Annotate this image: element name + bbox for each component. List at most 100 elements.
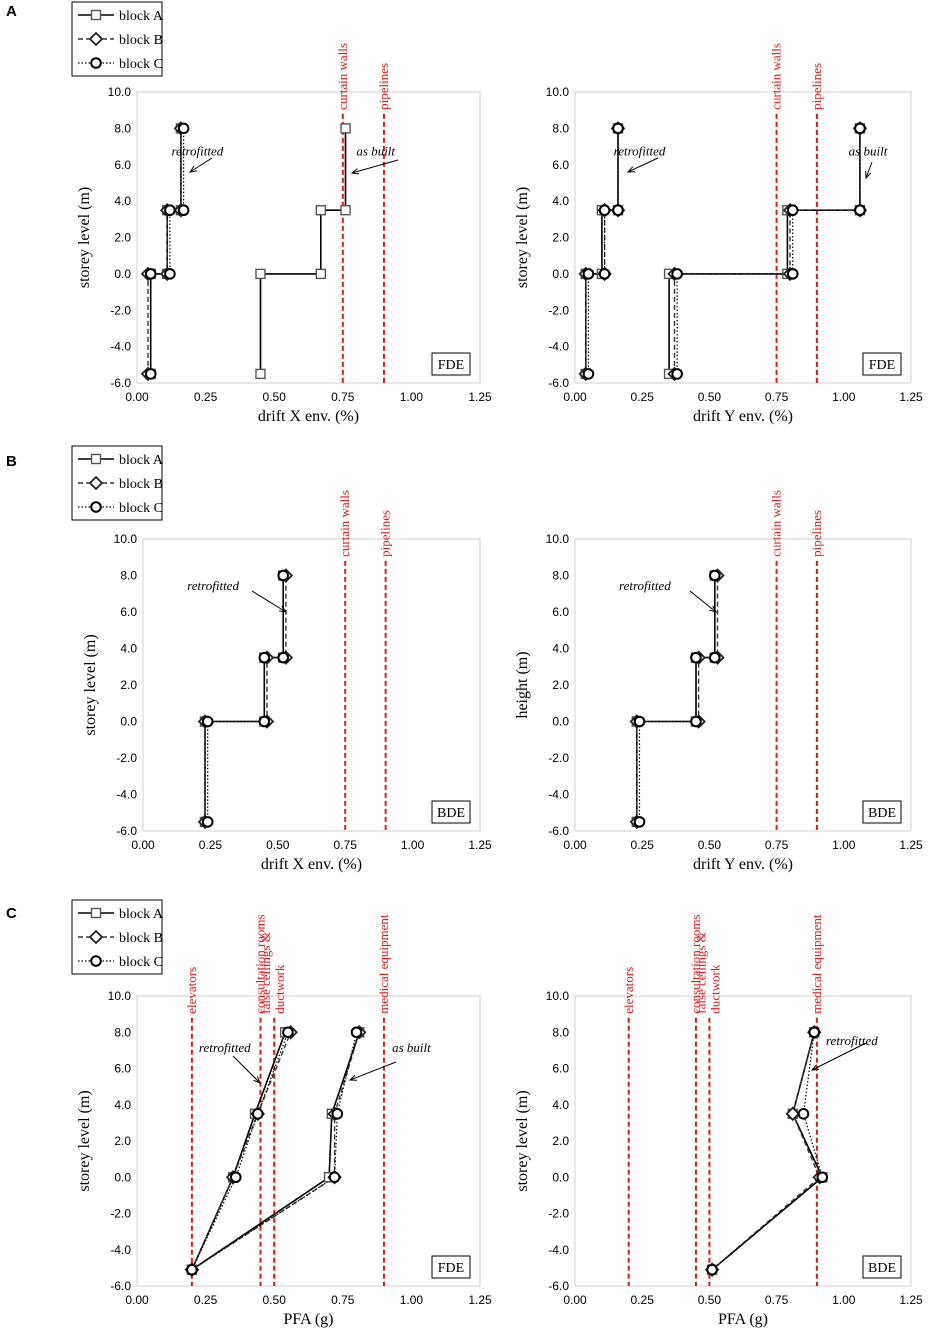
x-tick-label: 1.00: [832, 390, 856, 404]
x-tick-label: 0.75: [331, 390, 355, 404]
legend: block A block B block C: [71, 445, 164, 521]
series-line: [584, 128, 619, 374]
y-tick-label: -4.0: [116, 788, 137, 802]
x-tick-label: 0.50: [263, 1293, 287, 1307]
scenario-label: FDE: [438, 1261, 464, 1276]
scenario-label: BDE: [868, 806, 896, 821]
data-point: [797, 1108, 810, 1120]
arrow-shaft: [351, 159, 399, 174]
x-tick-label: 1.25: [899, 390, 923, 404]
y-tick-label: -6.0: [116, 824, 137, 838]
x-tick-label: 0.50: [698, 1293, 722, 1307]
legend-label: block C: [119, 501, 163, 516]
x-tick-label: 1.00: [400, 390, 424, 404]
series-line: [638, 575, 716, 822]
series-line: [204, 575, 287, 822]
x-tick-label: 0.00: [131, 838, 155, 852]
data-point: [598, 268, 611, 280]
threshold-label-group: pipelines: [809, 510, 824, 557]
x-tick-label: 0.50: [263, 390, 287, 404]
data-point: [671, 368, 683, 380]
data-point: [582, 368, 595, 380]
threshold-label: false ceilings &: [258, 932, 273, 1014]
y-tick-label: 0.0: [552, 1170, 569, 1184]
data-point: [785, 1106, 801, 1122]
y-tick-label: -2.0: [110, 1207, 131, 1221]
legend-marker: [90, 907, 102, 919]
arrow-head: [350, 168, 360, 175]
x-tick-label: 1.25: [899, 1293, 923, 1307]
y-tick-label: -4.0: [548, 788, 569, 802]
x-tick-label: 0.50: [698, 390, 722, 404]
data-point: [177, 122, 190, 135]
threshold-label-group: elevators: [621, 967, 636, 1014]
y-tick-label: 6.0: [114, 158, 131, 172]
y-tick-label: 6.0: [120, 605, 137, 619]
annotation: retrofitted: [614, 144, 666, 159]
y-tick-label: 6.0: [552, 158, 569, 172]
legend: block A block B block C: [71, 899, 164, 975]
data-point: [582, 268, 595, 280]
threshold-label-group: curtain walls: [335, 43, 350, 110]
legend-item: block A: [78, 453, 164, 468]
arrow-head: [865, 170, 872, 180]
x-tick-label: 0.75: [331, 1293, 355, 1307]
y-axis-label: storey level (m): [76, 1090, 93, 1191]
y-tick-label: 10.0: [546, 85, 570, 99]
y-tick-label: 4.0: [552, 194, 569, 208]
annotation-arrow: [626, 157, 659, 173]
y-tick-label: 10.0: [114, 532, 138, 546]
threshold-label: medical equipment: [809, 914, 824, 1014]
x-axis-label: drift Y env. (%): [693, 856, 793, 873]
scenario-box: [431, 352, 471, 376]
annotation-arrow: [232, 1055, 261, 1084]
legend-marker: [88, 31, 104, 47]
series-line: [191, 1032, 286, 1271]
series-line: [191, 1032, 361, 1271]
data-point: [808, 1026, 821, 1039]
threshold-label: curtain walls: [337, 490, 352, 557]
y-tick-label: 4.0: [552, 1098, 569, 1112]
y-tick-label: 2.0: [114, 1134, 131, 1148]
y-tick-label: -2.0: [116, 751, 137, 765]
data-point: [708, 651, 721, 664]
data-point: [177, 204, 190, 217]
x-axis-label: PFA (g): [718, 1311, 768, 1328]
annotation-arrow: [348, 1061, 397, 1081]
legend-marker: [90, 453, 102, 465]
legend-label: block C: [119, 57, 163, 72]
x-tick-label: 0.75: [765, 390, 789, 404]
x-axis-label: drift X env. (%): [261, 856, 362, 873]
panel-letter: B: [6, 453, 17, 470]
arrow-head: [279, 606, 288, 613]
y-tick-label: 8.0: [552, 1025, 569, 1039]
y-tick-label: -2.0: [110, 303, 131, 317]
data-point: [708, 569, 721, 582]
threshold-label-group: medical equipment: [376, 914, 391, 1014]
y-axis-label: storey level (m): [514, 187, 531, 288]
x-tick-label: 0.25: [199, 838, 223, 852]
chart-C-left: 0.00 0.25 0.50 0.75 1.00 1.25 -6.0 -4.0 -2.0 0.0 2…: [6, 905, 492, 1328]
x-axis-label: PFA (g): [284, 1311, 334, 1328]
series-line: [191, 1032, 358, 1271]
x-tick-label: 0.75: [334, 838, 358, 852]
data-point: [612, 122, 624, 135]
y-tick-label: -2.0: [548, 1207, 569, 1221]
threshold-label: curtain walls: [769, 43, 784, 110]
data-point: [816, 1171, 829, 1184]
legend-label: block A: [119, 453, 164, 468]
data-point: [277, 569, 289, 582]
arrow-head: [253, 1076, 261, 1084]
plot-frame: [136, 995, 481, 1287]
y-tick-label: 6.0: [552, 605, 569, 619]
annotation: retrofitted: [619, 578, 671, 593]
y-tick-label: 0.0: [114, 267, 131, 281]
plot-frame: [136, 91, 481, 384]
legend-marker: [90, 501, 102, 513]
annotation-arrow: [810, 1042, 867, 1071]
y-tick-label: 8.0: [114, 1025, 131, 1039]
data-point: [251, 1108, 264, 1120]
threshold-label: elevators: [621, 967, 636, 1014]
y-axis-label: storey level (m): [76, 187, 93, 288]
